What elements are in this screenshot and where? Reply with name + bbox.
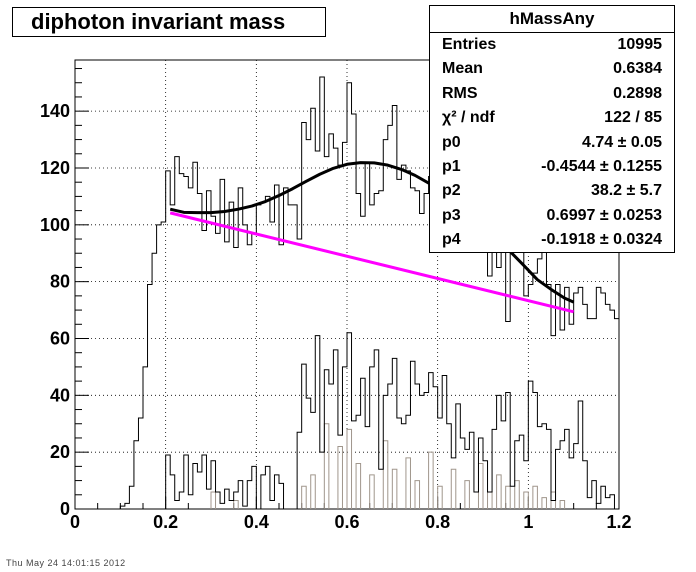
fit-background-line bbox=[169, 211, 575, 314]
y-tick-label: 40 bbox=[50, 385, 70, 405]
x-tick-label: 1 bbox=[523, 512, 533, 532]
y-tick-label: 140 bbox=[40, 101, 70, 121]
stats-value: 0.2898 bbox=[613, 84, 662, 102]
stats-row: Mean 0.6384 bbox=[430, 57, 674, 81]
x-tick-label: 1.2 bbox=[606, 512, 631, 532]
stats-row: Entries 10995 bbox=[430, 33, 674, 57]
histogram-background bbox=[210, 423, 566, 509]
stats-box: hMassAny Entries 10995 Mean 0.6384 RMS 0.2898… bbox=[429, 5, 675, 253]
stats-key: χ² / ndf bbox=[442, 109, 495, 127]
stats-key: p2 bbox=[442, 182, 461, 200]
stats-key: p0 bbox=[442, 133, 461, 151]
y-tick-label: 80 bbox=[50, 272, 70, 292]
stats-value: 4.74 ± 0.05 bbox=[582, 133, 662, 151]
chart-title: diphoton invariant mass bbox=[12, 7, 326, 37]
stats-rows: Entries 10995 Mean 0.6384 RMS 0.2898 χ² / ndf 1… bbox=[430, 33, 674, 253]
stats-row: p1 -0.4544 ± 0.1255 bbox=[430, 155, 674, 179]
footer-timestamp: Thu May 24 14:01:15 2012 bbox=[6, 558, 126, 568]
stats-key: p3 bbox=[442, 206, 461, 224]
stats-row: p3 0.6997 ± 0.0253 bbox=[430, 204, 674, 228]
stats-row: RMS 0.2898 bbox=[430, 82, 674, 106]
x-tick-label: 0.4 bbox=[244, 512, 269, 532]
stats-key: p4 bbox=[442, 231, 461, 249]
stats-value: 38.2 ± 5.7 bbox=[590, 182, 662, 200]
x-tick-label: 0.6 bbox=[334, 512, 359, 532]
x-tick-label: 0.8 bbox=[425, 512, 450, 532]
y-tick-label: 60 bbox=[50, 328, 70, 348]
stats-value: -0.4544 ± 0.1255 bbox=[541, 157, 662, 175]
stats-value: 0.6384 bbox=[613, 60, 662, 78]
y-tick-label: 100 bbox=[40, 215, 70, 235]
stats-title: hMassAny bbox=[430, 6, 674, 33]
y-tick-label: 20 bbox=[50, 442, 70, 462]
histogram-all bbox=[75, 76, 620, 510]
stats-row: p0 4.74 ± 0.05 bbox=[430, 131, 674, 155]
x-tick-label: 0.2 bbox=[153, 512, 178, 532]
stats-row: p4 -0.1918 ± 0.0324 bbox=[430, 228, 674, 252]
y-tick-label: 0 bbox=[60, 499, 70, 519]
stats-key: Mean bbox=[442, 60, 483, 78]
stats-value: 122 / 85 bbox=[604, 109, 662, 127]
histogram-signal bbox=[75, 332, 619, 510]
stats-key: p1 bbox=[442, 157, 461, 175]
stats-row: χ² / ndf 122 / 85 bbox=[430, 106, 674, 130]
y-tick-label: 120 bbox=[40, 158, 70, 178]
stats-key: RMS bbox=[442, 84, 478, 102]
stats-value: 0.6997 ± 0.0253 bbox=[546, 206, 662, 224]
stats-key: Entries bbox=[442, 36, 497, 53]
stats-value: 10995 bbox=[617, 36, 663, 53]
stats-row: p2 38.2 ± 5.7 bbox=[430, 179, 674, 203]
x-tick-label: 0 bbox=[70, 512, 80, 532]
stats-value: -0.1918 ± 0.0324 bbox=[541, 231, 662, 249]
